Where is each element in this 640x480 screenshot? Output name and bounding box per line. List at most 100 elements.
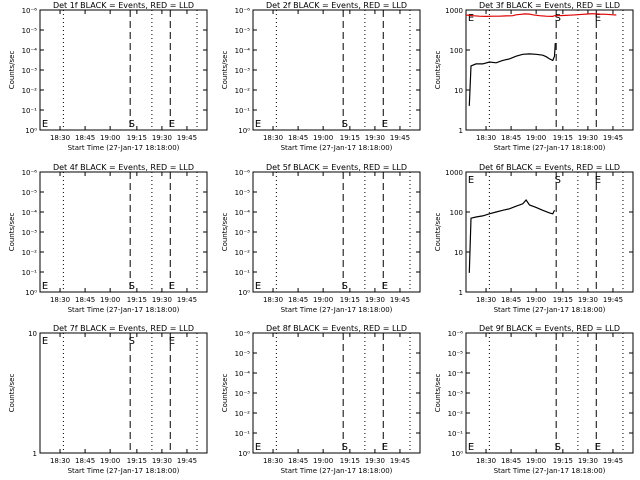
plot-frame [39, 332, 208, 454]
x-axis-label: Start Time (27-Jan-17 18:18:00) [281, 467, 393, 475]
x-tick-label: 18:45 [75, 134, 95, 142]
y-tick-label: 10⁻⁴ [235, 209, 251, 217]
marker-e: E [595, 175, 601, 186]
x-tick-label: 19:45 [390, 134, 410, 142]
y-tick-label: 10⁻⁴ [22, 209, 38, 217]
marker-s: S [342, 119, 348, 130]
x-tick-label: 19:45 [177, 296, 197, 304]
marker-s: S [129, 281, 135, 292]
y-tick-label: 10⁻⁶ [22, 7, 38, 15]
marker-s: S [555, 442, 561, 453]
marker-s: S [555, 13, 561, 24]
x-tick-label: 19:00 [100, 134, 120, 142]
panel-title: Det 5f BLACK = Events, RED = LLD [266, 163, 407, 172]
marker-e: E [382, 281, 388, 292]
x-tick-label: 18:30 [476, 296, 496, 304]
panel-title: Det 1f BLACK = Events, RED = LLD [53, 1, 194, 10]
y-axis-label: Counts/sec [221, 213, 229, 252]
y-tick-label: 10⁻⁵ [448, 350, 464, 358]
x-tick-label: 19:00 [526, 296, 546, 304]
y-axis-label: Counts/sec [221, 374, 229, 413]
detector-panel-4: Det 4f BLACK = Events, RED = LLD Start Ti… [8, 163, 208, 314]
y-tick-label: 10⁰ [238, 450, 250, 458]
x-tick-label: 19:15 [553, 296, 573, 304]
x-tick-label: 19:00 [526, 134, 546, 142]
x-tick-label: 19:30 [578, 457, 598, 465]
lld-series-line [465, 13, 617, 18]
x-tick-label: 19:15 [553, 457, 573, 465]
marker-e: E [42, 281, 48, 292]
y-tick-label: 10⁰ [238, 127, 250, 135]
marker-e: E [255, 281, 261, 292]
y-tick-label: 10⁻² [235, 249, 251, 257]
y-tick-label: 10⁻² [448, 410, 464, 418]
x-axis-label: Start Time (27-Jan-17 18:18:00) [494, 144, 606, 152]
x-tick-label: 19:00 [313, 296, 333, 304]
x-axis-label: Start Time (27-Jan-17 18:18:00) [68, 306, 180, 314]
detector-panel-9: Det 9f BLACK = Events, RED = LLD Start Ti… [434, 324, 634, 475]
x-tick-label: 18:30 [476, 457, 496, 465]
plot-frame [465, 9, 634, 131]
y-tick-label: 100 [450, 209, 463, 217]
y-tick-label: 10⁰ [25, 289, 37, 297]
marker-s: S [342, 442, 348, 453]
x-tick-label: 19:45 [177, 134, 197, 142]
x-tick-label: 18:45 [75, 457, 95, 465]
detector-panel-2: Det 2f BLACK = Events, RED = LLD Start Ti… [221, 1, 421, 152]
y-tick-label: 10⁻¹ [235, 107, 251, 115]
y-axis-label: Counts/sec [8, 374, 16, 413]
y-tick-label: 10⁻³ [448, 390, 464, 398]
marker-e: E [468, 175, 474, 186]
x-tick-label: 19:45 [603, 134, 623, 142]
y-tick-label: 10⁻¹ [22, 269, 38, 277]
plot-frame [252, 332, 421, 454]
detector-panel-1: Det 1f BLACK = Events, RED = LLD Start Ti… [8, 1, 208, 152]
x-tick-label: 19:00 [526, 457, 546, 465]
x-tick-label: 19:15 [127, 134, 147, 142]
x-tick-label: 18:45 [75, 296, 95, 304]
x-tick-label: 18:30 [50, 457, 70, 465]
marker-e: E [169, 336, 175, 347]
y-tick-label: 10⁻⁶ [235, 330, 251, 338]
y-tick-label: 1 [459, 127, 463, 135]
y-tick-label: 10 [28, 330, 37, 338]
marker-e: E [255, 119, 261, 130]
x-tick-label: 18:45 [501, 457, 521, 465]
y-tick-label: 10 [454, 249, 463, 257]
panel-title: Det 7f BLACK = Events, RED = LLD [53, 324, 194, 333]
x-axis-label: Start Time (27-Jan-17 18:18:00) [281, 144, 393, 152]
y-axis-label: Counts/sec [434, 51, 442, 90]
x-tick-label: 18:45 [288, 134, 308, 142]
y-tick-label: 10⁻⁶ [235, 7, 251, 15]
y-tick-label: 10⁻⁴ [448, 370, 464, 378]
y-tick-label: 10⁻³ [235, 67, 251, 75]
y-axis-label: Counts/sec [434, 374, 442, 413]
y-tick-label: 10⁻² [235, 87, 251, 95]
x-tick-label: 18:45 [288, 457, 308, 465]
y-tick-label: 10⁻³ [22, 229, 38, 237]
y-tick-label: 10⁻⁶ [22, 169, 38, 177]
x-tick-label: 19:00 [313, 457, 333, 465]
panel-title: Det 9f BLACK = Events, RED = LLD [479, 324, 620, 333]
x-tick-label: 18:45 [501, 134, 521, 142]
events-series-line [468, 42, 556, 106]
x-tick-label: 19:00 [100, 296, 120, 304]
x-tick-label: 19:30 [578, 296, 598, 304]
marker-e: E [42, 336, 48, 347]
x-tick-label: 19:15 [340, 457, 360, 465]
marker-e: E [382, 442, 388, 453]
x-tick-label: 18:30 [50, 296, 70, 304]
detector-panel-8: Det 8f BLACK = Events, RED = LLD Start Ti… [221, 324, 421, 475]
x-tick-label: 19:30 [152, 296, 172, 304]
marker-s: S [342, 281, 348, 292]
x-tick-label: 19:45 [390, 457, 410, 465]
y-axis-label: Counts/sec [8, 51, 16, 90]
y-tick-label: 10⁻⁴ [235, 47, 251, 55]
y-tick-label: 10⁻³ [235, 229, 251, 237]
plot-frame [39, 171, 208, 293]
marker-e: E [595, 13, 601, 24]
marker-e: E [169, 119, 175, 130]
x-tick-label: 19:00 [100, 457, 120, 465]
x-tick-label: 19:45 [603, 296, 623, 304]
y-tick-label: 100 [450, 47, 463, 55]
